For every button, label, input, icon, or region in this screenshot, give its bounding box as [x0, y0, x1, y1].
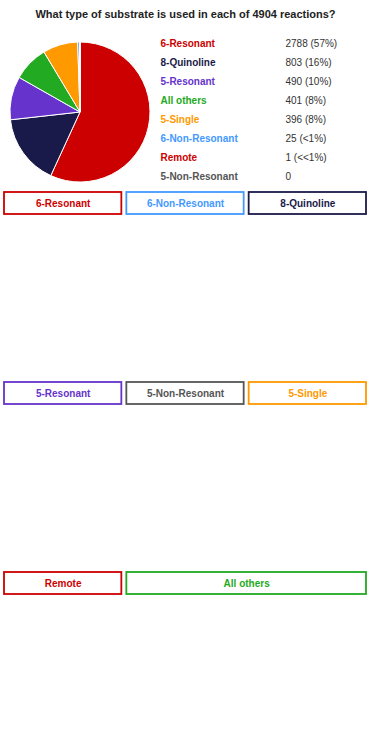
svg-text:All others: All others: [224, 578, 271, 589]
svg-text:8-Quinoline: 8-Quinoline: [161, 57, 216, 68]
svg-text:5-Non-Resonant: 5-Non-Resonant: [147, 388, 225, 399]
svg-text:5-Resonant: 5-Resonant: [36, 388, 91, 399]
svg-text:Remote: Remote: [45, 578, 82, 589]
svg-text:What type of substrate is used: What type of substrate is used in each o…: [35, 8, 335, 20]
svg-text:5-Single: 5-Single: [161, 114, 200, 125]
svg-text:8-Quinoline: 8-Quinoline: [280, 198, 335, 209]
svg-text:6-Resonant: 6-Resonant: [36, 198, 91, 209]
svg-text:2788 (57%): 2788 (57%): [286, 38, 338, 49]
svg-text:25 (<1%): 25 (<1%): [286, 133, 327, 144]
svg-text:6-Non-Resonant: 6-Non-Resonant: [147, 198, 225, 209]
svg-text:401 (8%): 401 (8%): [286, 95, 327, 106]
svg-text:490 (10%): 490 (10%): [286, 76, 332, 87]
svg-text:5-Resonant: 5-Resonant: [161, 76, 216, 87]
svg-text:1 (<<1%): 1 (<<1%): [286, 152, 327, 163]
svg-text:0: 0: [286, 171, 292, 182]
svg-text:Remote: Remote: [161, 152, 198, 163]
svg-text:6-Resonant: 6-Resonant: [161, 38, 216, 49]
svg-text:5-Non-Resonant: 5-Non-Resonant: [161, 171, 239, 182]
svg-text:803 (16%): 803 (16%): [286, 57, 332, 68]
svg-text:6-Non-Resonant: 6-Non-Resonant: [161, 133, 239, 144]
svg-text:All others: All others: [161, 95, 208, 106]
svg-text:5-Single: 5-Single: [288, 388, 327, 399]
svg-text:396 (8%): 396 (8%): [286, 114, 327, 125]
